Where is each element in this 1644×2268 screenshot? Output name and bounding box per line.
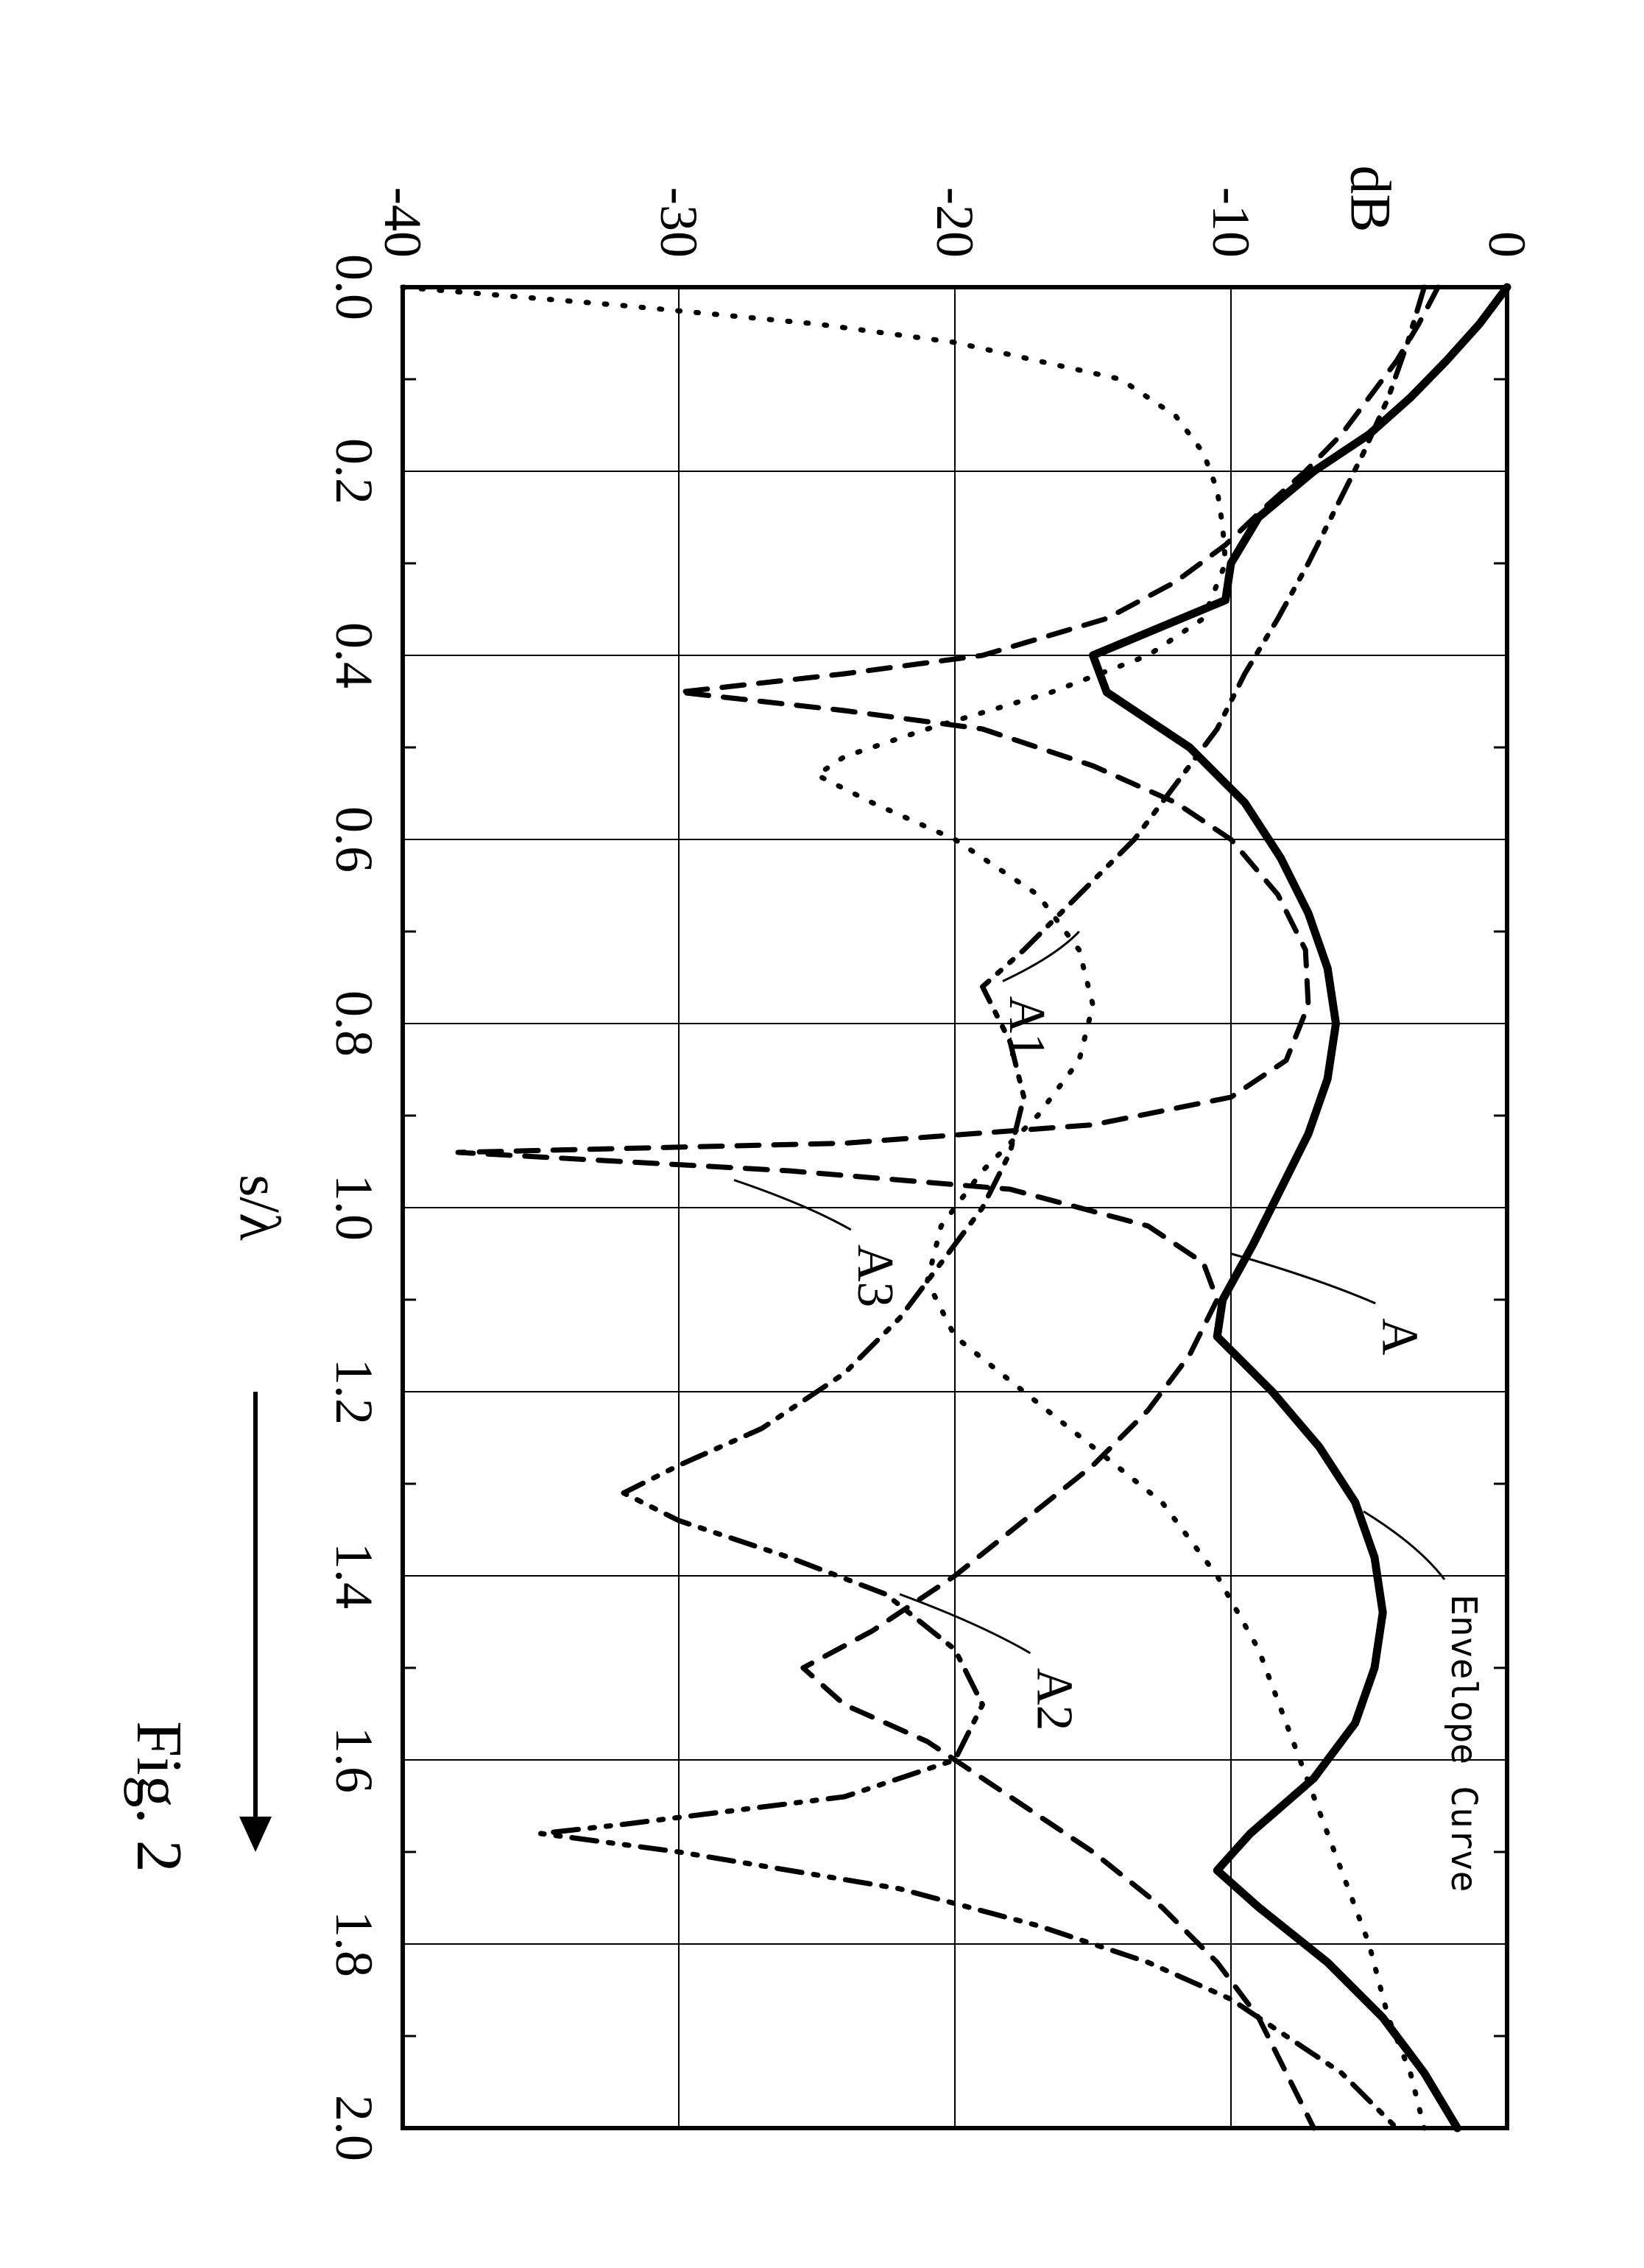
- y-tick-label: -40: [373, 187, 432, 258]
- x-tick-label: 0.8: [325, 990, 384, 1057]
- y-tick-label: -30: [649, 187, 708, 258]
- y-tick-label: 0: [1478, 231, 1537, 258]
- x-tick-label: 0.0: [325, 254, 384, 320]
- x-axis-label: s/λ: [228, 1174, 292, 1241]
- y-tick-label: -10: [1202, 187, 1260, 258]
- y-axis-label: dB: [1338, 165, 1403, 232]
- x-tick-label: 0.4: [325, 622, 384, 688]
- x-tick-label: 1.6: [325, 1727, 384, 1793]
- annotation-env: Envelope Curve: [1443, 1594, 1484, 1892]
- annotation-A: A: [1371, 1318, 1428, 1356]
- x-tick-label: 1.8: [325, 1911, 384, 1977]
- page: 0.0 0.2 0.4 0.6 0.8 1.0 1.2 1.4 1.6 1.8 2.0 -40 -30 -…: [0, 0, 1644, 2268]
- annotation-A2: A2: [1026, 1668, 1082, 1731]
- x-tick-label: 0.6: [325, 806, 384, 873]
- x-tick-label: 1.4: [325, 1543, 384, 1609]
- annotation-A3: A3: [846, 1244, 903, 1308]
- y-tick-label: -20: [925, 187, 984, 258]
- annotation-A1: A1: [998, 996, 1055, 1060]
- x-tick-label: 1.2: [325, 1359, 384, 1425]
- chart-svg: 0.0 0.2 0.4 0.6 0.8 1.0 1.2 1.4 1.6 1.8 2.0 -40 -30 -…: [94, 96, 1551, 2172]
- figure-caption: Fig. 2: [123, 1721, 194, 1872]
- x-tick-label: 0.2: [325, 438, 384, 504]
- x-tick-label: 1.0: [325, 1174, 384, 1241]
- rotated-figure-wrapper: 0.0 0.2 0.4 0.6 0.8 1.0 1.2 1.4 1.6 1.8 2.0 -40 -30 -…: [94, 96, 1551, 2172]
- x-tick-label: 2.0: [325, 2095, 384, 2161]
